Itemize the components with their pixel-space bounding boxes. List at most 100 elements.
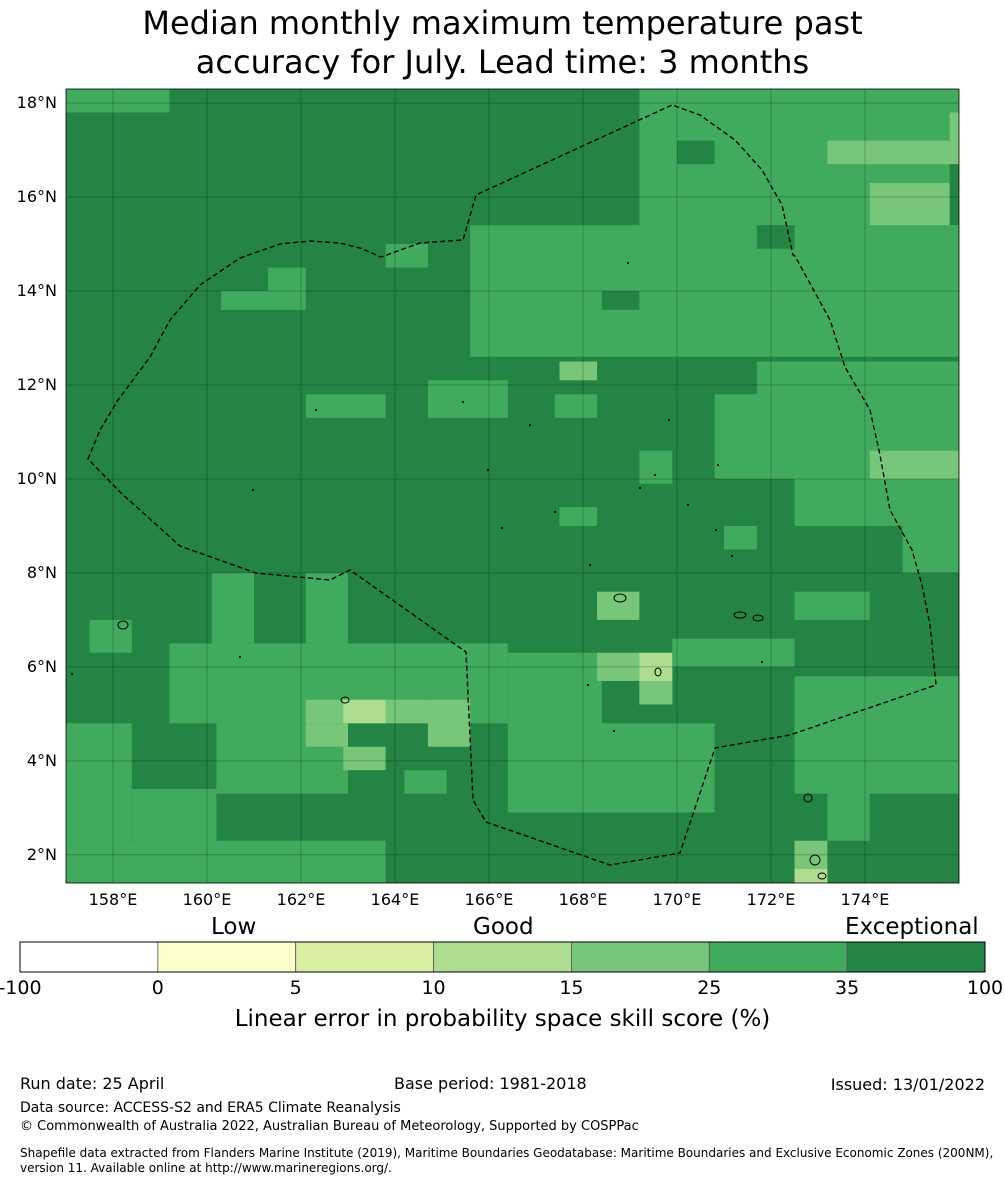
graticule [66,89,959,883]
colorbar-tick-label: 35 [835,977,860,999]
colorbar-tick-label: 0 [151,977,164,999]
title-line-2: accuracy for July. Lead time: 3 months [195,43,810,81]
latitude-tick-label: 4°N [26,750,57,770]
chart-title: Median monthly maximum temperature past … [0,4,1005,82]
grid-cell [794,676,959,794]
island-outline [613,593,627,603]
island-dot [653,473,657,477]
grid-cell [794,868,828,883]
island-outline [809,854,821,866]
colorbar-swatch [708,941,848,973]
colorbar-tick-label: 15 [559,977,584,999]
island-dot [760,660,764,664]
grid-cell [427,699,471,747]
island-dot [251,488,255,492]
longitude-tick-label: 162°E [276,890,326,909]
island-dot [588,563,592,567]
island-outlines [70,261,827,880]
island-dot [714,528,718,532]
island-dot [716,463,720,467]
title-line-1: Median monthly maximum temperature past [142,4,863,42]
colorbar-swatch [846,941,986,973]
grid-cell [639,680,673,705]
grid-cell [559,507,598,526]
grid-cell [427,380,508,418]
latitude-tick-label: 14°N [16,281,57,301]
grid-cell [305,394,386,418]
colorbar-label: Linear error in probability space skill … [234,1006,771,1032]
colorbar-swatch [433,941,572,973]
island-dot [314,408,318,412]
grid-cell [131,723,170,771]
grid-cell [385,244,428,268]
grid-cell [131,789,217,841]
island-outline [117,620,129,630]
colorbar-tick-label: 25 [697,977,722,999]
grid-cell [794,478,959,526]
longitude-tick-label: 168°E [558,890,608,909]
latitude-tick-label: 2°N [26,844,57,864]
colorbar-tick-label: 10 [421,977,446,999]
grid-cell [305,572,348,644]
latitude-tick-label: 10°N [16,468,57,488]
island-dot [238,655,242,659]
colorbar-tick-label: -100 [0,977,42,999]
island-dot [730,554,734,558]
grid-cell [597,591,640,620]
category-low: Low [211,914,257,940]
grid-cell [554,394,598,418]
grid-cell [507,380,598,395]
grid-cell [305,723,348,747]
grid-cell [343,699,386,724]
grid-cell [221,291,269,310]
grid-cell [66,840,386,883]
grid-cell [66,89,170,113]
grid-cell [639,450,673,484]
latitude-tick-label: 6°N [26,656,57,676]
map-frame [65,88,960,884]
grid-cell [869,182,950,226]
grid-cell [66,723,132,841]
colorbar [19,941,986,973]
colorbar-swatch [295,941,434,973]
copyright: © Commonwealth of Australia 2022, Austra… [20,1119,639,1134]
skill-grid [66,89,959,883]
longitude-tick-label: 174°E [840,890,890,909]
colorbar-swatch [157,941,297,973]
grid-cell [343,746,386,771]
island-dot [667,418,671,422]
island-outline [654,667,662,677]
island-outline [733,611,747,619]
grid-cell [756,225,795,249]
longitude-tick-label: 170°E [652,890,702,909]
grid-cell [869,450,959,479]
island-dot [626,261,630,265]
grid-cell [470,225,959,357]
data-source: Data source: ACCESS-S2 and ERA5 Climate … [20,1100,401,1116]
grid-cell [507,723,715,813]
grid-cell [601,291,640,310]
island-dot [553,510,557,514]
grid-cell [507,652,602,724]
colorbar-swatch [19,941,159,973]
latitude-tick-label: 12°N [16,374,57,394]
island-dot [586,683,590,687]
island-dot [461,400,465,404]
island-dot [528,423,532,427]
grid-cell [404,770,447,794]
grid-cell [677,140,715,165]
grid-cell [211,572,254,644]
grid-cell [827,793,870,841]
category-exceptional: Exceptional [845,914,979,940]
grid-cell [794,591,870,620]
island-outline [752,614,764,622]
island-outline [817,872,827,880]
latitude-tick-label: 16°N [16,187,57,207]
grid-cell [89,619,132,653]
latitude-tick-label: 8°N [26,562,57,582]
category-good: Good [473,914,534,940]
run-date: Run date: 25 April [20,1074,165,1093]
island-dot [638,486,642,490]
longitude-tick-label: 160°E [182,890,232,909]
longitude-tick-label: 164°E [370,890,420,909]
